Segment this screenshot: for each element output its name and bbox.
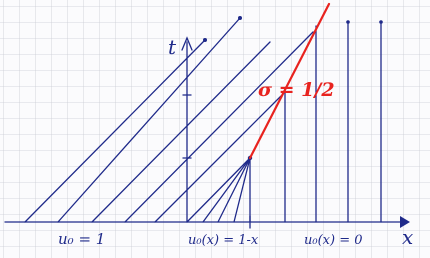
grid-paper bbox=[0, 0, 430, 258]
shock-label: σ = 1/2 bbox=[258, 79, 335, 101]
left-condition: u₀ = 1 bbox=[58, 230, 105, 248]
middle-condition: u₀(x) = 1-x bbox=[188, 233, 259, 248]
right-condition: u₀(x) = 0 bbox=[304, 233, 363, 248]
t-label: t bbox=[168, 35, 177, 59]
page: {"labels": {"t_axis": "t", "x_axis": "x"… bbox=[0, 0, 430, 258]
diagram: t x σ = 1/2 u₀ = 1 u₀(x) = 1-x u₀(x) = 0 bbox=[0, 0, 430, 258]
x-label: x bbox=[402, 225, 413, 249]
